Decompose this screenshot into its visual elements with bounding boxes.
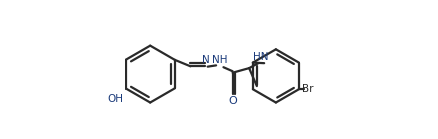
Text: NH: NH (212, 54, 228, 64)
Text: N: N (201, 55, 209, 65)
Text: OH: OH (107, 94, 123, 104)
Text: Br: Br (302, 84, 314, 94)
Text: HN: HN (253, 52, 268, 62)
Text: O: O (228, 96, 237, 106)
